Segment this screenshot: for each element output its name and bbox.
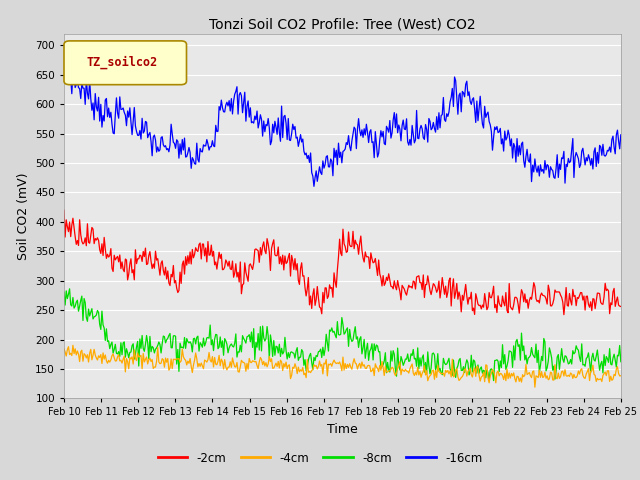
Title: Tonzi Soil CO2 Profile: Tree (West) CO2: Tonzi Soil CO2 Profile: Tree (West) CO2 [209, 17, 476, 31]
FancyBboxPatch shape [64, 41, 186, 84]
Text: TZ_soilco2: TZ_soilco2 [87, 56, 158, 70]
Y-axis label: Soil CO2 (mV): Soil CO2 (mV) [17, 172, 29, 260]
X-axis label: Time: Time [327, 423, 358, 436]
Legend: -2cm, -4cm, -8cm, -16cm: -2cm, -4cm, -8cm, -16cm [153, 447, 487, 469]
